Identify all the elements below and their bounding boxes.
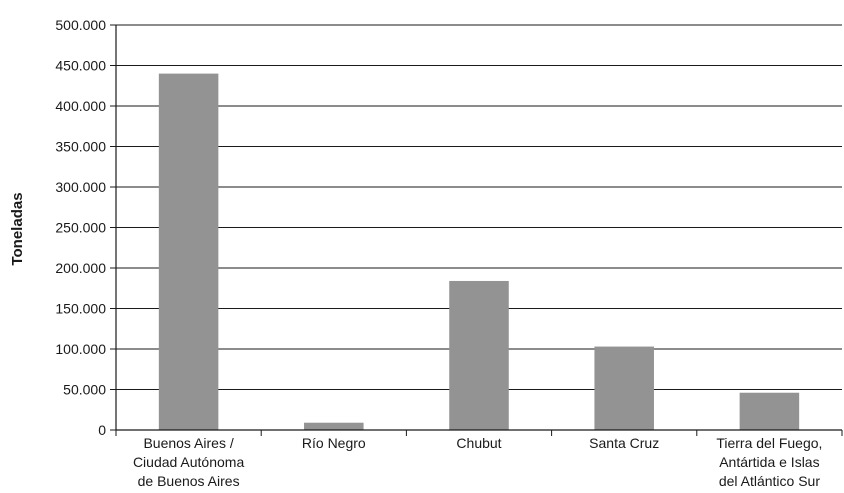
y-tick-label: 300.000 [55,179,106,195]
x-category-label-line: Río Negro [302,435,366,451]
y-axis-label: Toneladas [9,192,26,265]
x-category-label-line: de Buenos Aires [138,473,240,489]
bar [158,73,219,430]
x-category-label-line: Santa Cruz [589,435,659,451]
x-category-label-line: Chubut [456,435,501,451]
y-tick-label: 50.000 [63,382,106,398]
gridlines [116,24,842,390]
x-category-label-line: Tierra del Fuego, [716,435,822,451]
y-tick-label: 150.000 [55,301,106,317]
bar [449,280,509,430]
bar [594,346,654,430]
y-tick-label: 250.000 [55,220,106,236]
x-category-label-line: Buenos Aires / [143,435,233,451]
y-tick-label: 100.000 [55,341,106,357]
bar [304,422,364,430]
axes [110,24,843,436]
x-category-label: Santa Cruz [589,435,659,451]
x-category-label: Chubut [456,435,501,451]
y-tick-label: 0 [98,422,106,438]
y-tick-labels: 0 50.000 100.000 150.000 200.000 250.000 300.0… [55,17,106,438]
x-category-label: Río Negro [302,435,366,451]
bar [739,392,800,430]
y-tick-label: 400.000 [55,98,106,114]
y-tick-label: 450.000 [55,58,106,74]
x-category-label-line: del Atlántico Sur [719,473,821,489]
x-category-label-line: Antártida e Islas [719,454,819,470]
x-category-label-line: Ciudad Autónoma [133,454,245,470]
bars [158,73,800,430]
y-tick-label: 350.000 [55,139,106,155]
x-category-label: Tierra del Fuego, Antártida e Islas del At… [716,435,822,489]
y-tick-label: 200.000 [55,260,106,276]
y-tick-label: 500.000 [55,17,106,33]
x-category-label: Buenos Aires / Ciudad Autónoma de Buenos A… [133,435,245,489]
x-category-labels: Buenos Aires / Ciudad Autónoma de Buenos A… [133,435,823,489]
